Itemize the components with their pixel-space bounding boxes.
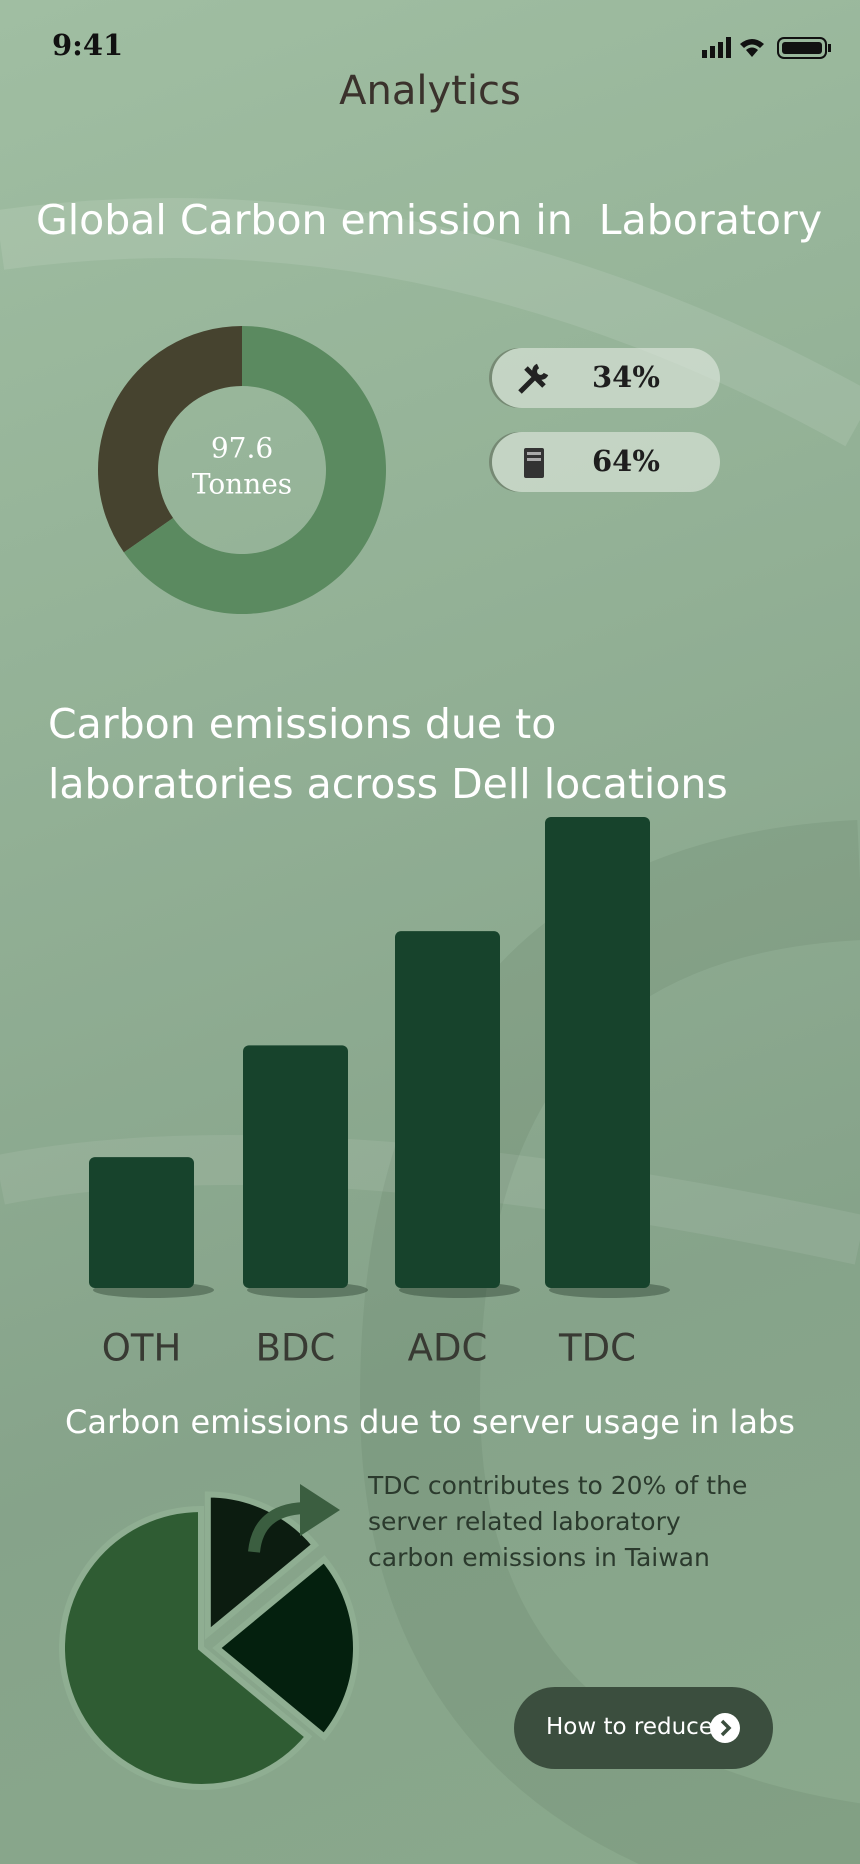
legend-value: 34% [592, 360, 660, 394]
section-title: Global Carbon emission in Laboratory [36, 196, 823, 244]
bar [89, 1157, 194, 1288]
bar [395, 931, 500, 1288]
x-tick-label: BDC [256, 1327, 336, 1370]
legend-value: 64% [592, 444, 660, 478]
server-icon [524, 448, 544, 478]
arrow-icon [248, 1484, 340, 1553]
page-title: Analytics [339, 68, 521, 114]
donut-segment [123, 326, 386, 614]
annotation: TDC contributes to 20% of the server rel… [368, 1471, 748, 1572]
section-title: Carbon emissions due to server usage in … [65, 1403, 795, 1441]
pie-slice [212, 1555, 359, 1741]
bar [545, 817, 650, 1288]
donut-center-value: 97.6 [211, 432, 273, 465]
pie-slice [204, 1491, 320, 1640]
donut-center-label: Tonnes [192, 468, 292, 501]
button-label: How to reduce [546, 1714, 713, 1740]
x-tick-label: ADC [408, 1327, 488, 1370]
status-time: 9:41 [52, 28, 124, 62]
status-icons [702, 37, 831, 59]
legend-pill: 34% [492, 348, 720, 408]
tools-icon [518, 363, 549, 394]
section-title: Carbon emissions due to laboratories acr… [48, 700, 728, 808]
x-tick-label: TDC [558, 1327, 636, 1370]
donut-segment [97, 326, 242, 553]
legend-pill: 64% [492, 432, 720, 492]
chevron-icon [710, 1713, 740, 1743]
pie-slice [59, 1505, 313, 1790]
how-to-reduce-button[interactable]: How to reduce [514, 1687, 773, 1769]
x-tick-label: OTH [102, 1327, 182, 1370]
bar [243, 1045, 348, 1288]
